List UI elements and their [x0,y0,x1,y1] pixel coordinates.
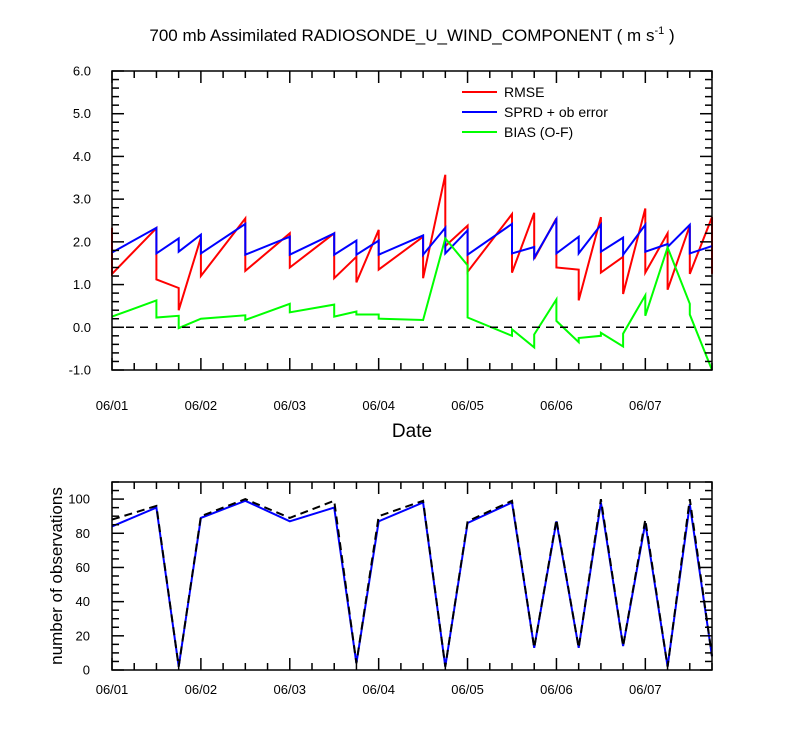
chart-title-superscript: -1 [654,25,664,37]
y-tick-label: 3.0 [73,192,91,207]
y-tick-label: 4.0 [73,149,91,164]
x-tick-label: 06/03 [274,682,307,697]
y-tick-label: 100 [68,492,90,507]
x-tick-label: 06/04 [362,682,395,697]
y-tick-label: 20 [76,628,90,643]
top-tick-layer: 06/01 06/02 06/03 06/04 06/05 06/06 06/07 -1.0 0… [69,64,713,413]
y-tick-label: 1.0 [73,277,91,292]
y-tick-label: 5.0 [73,106,91,121]
y-tick-label: 6.0 [73,64,91,79]
x-tick-label: 06/07 [629,398,662,413]
x-tick-label: 06/06 [540,398,573,413]
y-tick-label: 0 [83,663,90,678]
y-tick-label: 80 [76,526,90,541]
y-tick-label: 0.0 [73,320,91,335]
x-tick-label: 06/03 [274,398,307,413]
chart-title-tail: ) [664,26,674,45]
x-tick-label: 06/05 [451,398,484,413]
top-panel: 06/01 06/02 06/03 06/04 06/05 06/06 06/07 -1.0 0… [69,64,713,442]
top-plot-frame [111,70,713,371]
legend-label: RMSE [504,84,544,100]
chart-title-main: 700 mb Assimilated RADIOSONDE_U_WIND_COM… [149,26,654,45]
y-tick-label: -1.0 [69,363,91,378]
series-line-bias-o-f [111,236,713,371]
x-tick-label: 06/07 [629,682,662,697]
series-line-rmse [111,174,713,311]
bottom-panel: 06/01 06/02 06/03 06/04 06/05 06/06 06/07 0 20 40… [47,481,713,697]
legend-label: SPRD + ob error [504,104,608,120]
bottom-y-axis-label: number of observations [47,487,66,665]
bottom-series-layer [111,498,713,667]
legend-label: BIAS (O-F) [504,124,573,140]
bottom-tick-layer: 06/01 06/02 06/03 06/04 06/05 06/06 06/07 0 20 40… [68,481,713,697]
x-tick-label: 06/06 [540,682,573,697]
y-tick-label: 2.0 [73,234,91,249]
series-line-possible [111,498,713,667]
top-legend: RMSE SPRD + ob error BIAS (O-F) [462,84,608,140]
top-x-axis-label: Date [392,421,432,442]
x-tick-label: 06/05 [451,682,484,697]
y-tick-label: 40 [76,594,90,609]
chart-title: 700 mb Assimilated RADIOSONDE_U_WIND_COM… [149,25,674,45]
x-tick-label: 06/01 [96,682,129,697]
x-tick-label: 06/02 [185,398,218,413]
x-tick-label: 06/02 [185,682,218,697]
top-series-layer [111,174,713,371]
x-tick-label: 06/01 [96,398,129,413]
x-tick-label: 06/04 [362,398,395,413]
series-line-sprd-ob-error [111,215,713,262]
series-line-used [111,499,713,667]
y-tick-label: 60 [76,560,90,575]
